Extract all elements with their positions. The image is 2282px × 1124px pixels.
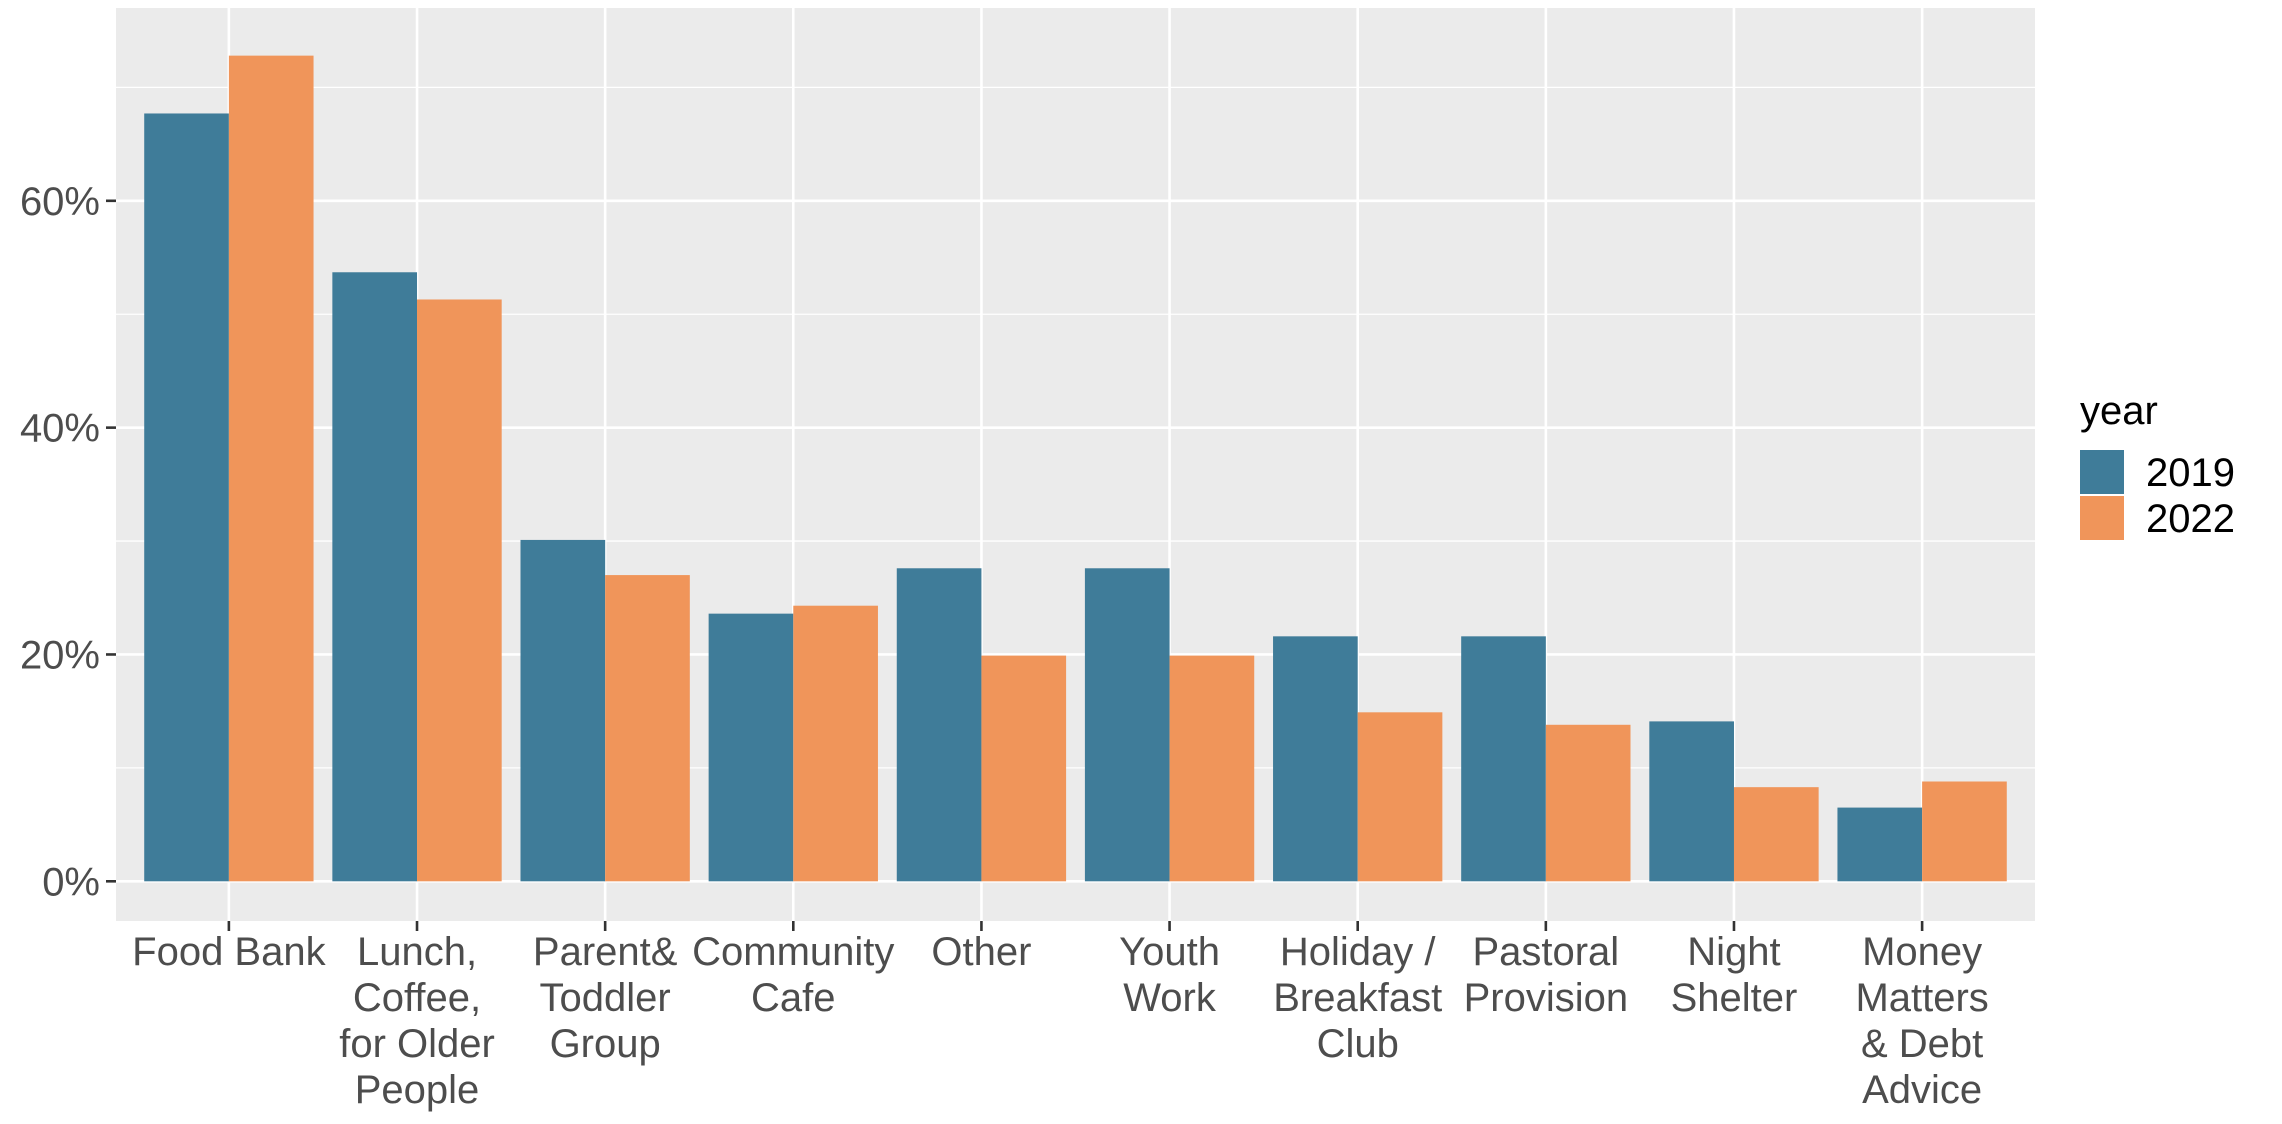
bar-2019-6 xyxy=(1273,636,1358,882)
bar-2019-1 xyxy=(332,272,418,882)
x-tick-label: Night xyxy=(1687,930,1780,974)
y-tick-label: 60% xyxy=(20,180,100,224)
bar-2022-0 xyxy=(228,55,314,882)
bar-2022-3 xyxy=(793,605,878,882)
legend-label-2019: 2019 xyxy=(2146,451,2235,495)
x-tick-label: People xyxy=(355,1068,480,1112)
x-tick-label: for Older xyxy=(339,1022,495,1066)
x-tick-label: Other xyxy=(931,930,1031,974)
bar-2019-3 xyxy=(708,613,794,882)
bar-2019-8 xyxy=(1649,721,1734,882)
bar-2022-2 xyxy=(605,575,690,882)
legend-title: year xyxy=(2080,389,2158,433)
y-tick-label: 40% xyxy=(20,407,100,451)
bar-2019-0 xyxy=(144,113,229,882)
x-tick-label: Shelter xyxy=(1671,976,1798,1020)
legend-label-2022: 2022 xyxy=(2146,497,2235,541)
x-tick-label: Youth xyxy=(1119,930,1220,974)
x-tick-label: Advice xyxy=(1862,1068,1982,1112)
x-tick-label: Toddler xyxy=(540,976,671,1020)
bar-2022-9 xyxy=(1922,781,2007,882)
bar-2022-1 xyxy=(417,299,502,882)
bar-2019-4 xyxy=(896,568,982,882)
y-tick-label: 0% xyxy=(42,860,100,904)
x-tick-label: Pastoral xyxy=(1472,930,1619,974)
x-tick-label: Provision xyxy=(1464,976,1629,1020)
bars xyxy=(144,55,2007,882)
bar-2022-6 xyxy=(1357,712,1443,882)
x-tick-label: Matters xyxy=(1855,976,1988,1020)
x-tick-label: Community xyxy=(692,930,894,974)
bar-2019-7 xyxy=(1461,636,1546,882)
x-tick-label: Coffee, xyxy=(353,976,481,1020)
bar-2019-5 xyxy=(1084,568,1170,882)
x-tick-label: Food Bank xyxy=(132,930,326,974)
x-tick-label: & Debt xyxy=(1861,1022,1983,1066)
y-tick-label: 20% xyxy=(20,633,100,677)
bar-2022-7 xyxy=(1545,724,1631,882)
bar-2022-4 xyxy=(981,655,1067,882)
bar-2019-2 xyxy=(520,539,606,882)
legend-key-2022 xyxy=(2080,496,2124,540)
y-axis: 0% 20% 40% 60% xyxy=(20,180,116,904)
x-tick-label: Club xyxy=(1317,1022,1399,1066)
x-tick-label: Holiday / xyxy=(1280,930,1437,974)
x-tick-label: Breakfast xyxy=(1273,976,1442,1020)
bar-2022-8 xyxy=(1733,787,1819,882)
x-tick-label: Parent& xyxy=(533,930,678,974)
x-tick-label: Cafe xyxy=(751,976,836,1020)
bar-2022-5 xyxy=(1169,655,1255,882)
x-tick-label: Group xyxy=(550,1022,661,1066)
x-tick-label: Work xyxy=(1123,976,1217,1020)
x-tick-label: Lunch, xyxy=(357,930,477,974)
bar-2019-9 xyxy=(1837,807,1923,882)
x-tick-label: Money xyxy=(1862,930,1982,974)
legend-key-2019 xyxy=(2080,450,2124,494)
